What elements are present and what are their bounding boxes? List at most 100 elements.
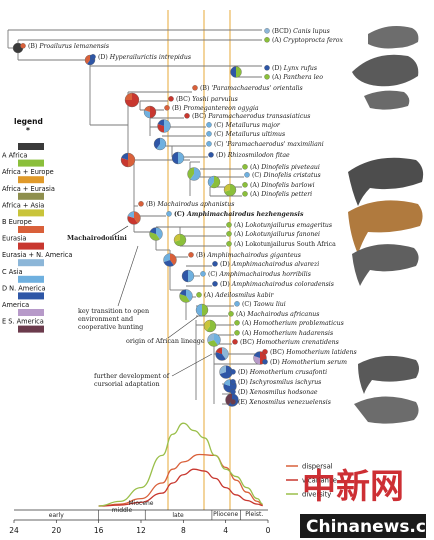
legend-title: legend bbox=[14, 117, 43, 126]
taxon-label-10: (C) Metailurus major bbox=[214, 122, 281, 129]
tip-circle-24 bbox=[212, 261, 218, 267]
paramachaerodus-skull-icon bbox=[364, 90, 410, 110]
chart-legend-label-vicariance: vicariance bbox=[302, 476, 337, 484]
taxon-label-23: (B) Amphimachairodus giganteus bbox=[196, 252, 301, 259]
taxon-label-7: (BC) Yoshi parvulus bbox=[176, 96, 238, 103]
node-pie-13 bbox=[149, 227, 163, 241]
legend-label-6: Eurasia bbox=[2, 235, 26, 243]
homotherium-skull-2-icon bbox=[358, 355, 419, 394]
tip-circle-1 bbox=[264, 37, 270, 43]
node-pie-3 bbox=[124, 92, 140, 108]
node-pie-20 bbox=[207, 333, 221, 347]
taxon-label-25: (C) Amphimachairodus horribilis bbox=[208, 271, 311, 278]
homotherium-skull-1-icon bbox=[352, 244, 419, 286]
tip-circle-21 bbox=[226, 231, 232, 237]
epoch-label-3: late bbox=[172, 512, 184, 519]
legend-label-2: Africa + Europe bbox=[2, 168, 54, 176]
tip-circle-26 bbox=[212, 281, 218, 287]
annotation-african-lineage: origin of African lineage bbox=[126, 337, 205, 345]
tip-circle-0 bbox=[264, 28, 270, 34]
node-pie-4 bbox=[143, 105, 157, 119]
taxon-labels: (BCD) Canis lupus (A) Cryptoprocta ferox (… bbox=[28, 28, 357, 406]
legend-label-3: Africa + Eurasia bbox=[2, 185, 55, 193]
legend-label-9: D N. America bbox=[2, 284, 46, 292]
tip-circle-5 bbox=[264, 74, 270, 80]
legend-label-11: E S. America bbox=[2, 318, 44, 326]
node-pie-19 bbox=[203, 319, 217, 333]
legend-label-10: America bbox=[2, 301, 29, 309]
taxon-label-34: (D) Homotherium serum bbox=[270, 359, 347, 366]
watermark-bar bbox=[300, 514, 426, 538]
taxon-label-5: (A) Panthera leo bbox=[272, 74, 323, 81]
canis-skull-icon bbox=[368, 26, 419, 49]
amphimachairodus-skull-icon bbox=[348, 200, 423, 254]
taxon-label-38: (E) Xenosmilus venezuelensis bbox=[238, 399, 331, 406]
chart-legend: dispersal vicariance diversity bbox=[286, 462, 337, 498]
legend-swatch-2 bbox=[18, 176, 44, 184]
tip-circle-33 bbox=[262, 349, 268, 355]
tip-circle-6 bbox=[192, 85, 198, 91]
legend-swatch-11 bbox=[18, 325, 44, 333]
watermark-chinese: 中新网 bbox=[302, 467, 404, 507]
tip-circle-38 bbox=[230, 399, 236, 405]
node-pie-10 bbox=[223, 183, 237, 197]
xenosmilus-skull-icon bbox=[354, 396, 419, 424]
taxon-label-6: (B) 'Paramachaerodus' orientalis bbox=[200, 85, 303, 92]
taxon-label-13: (D) Rhizosmilodon fitae bbox=[216, 152, 290, 159]
tip-circle-13 bbox=[208, 152, 214, 158]
tip-circle-32 bbox=[232, 339, 238, 345]
x-tick-label-2: 16 bbox=[94, 526, 104, 535]
taxon-label-19: (C) Amphimachairodus hezhengensis bbox=[174, 211, 304, 218]
x-tick-label-4: 8 bbox=[181, 526, 186, 535]
node-pie-17 bbox=[179, 289, 193, 303]
tip-circle-25 bbox=[200, 271, 206, 277]
annotation-open-environment-line1: key transition to open bbox=[78, 307, 149, 315]
watermark: 中新网 Chinanews.com bbox=[300, 467, 434, 538]
series-line-diversity bbox=[98, 422, 263, 507]
panthera-skull-icon bbox=[352, 54, 419, 87]
legend-label-1: A Africa bbox=[2, 152, 27, 160]
x-tick-label-6: 0 bbox=[266, 526, 271, 535]
dinofelis-skull-icon bbox=[348, 157, 424, 206]
taxon-label-1: (A) Cryptoprocta ferox bbox=[272, 37, 344, 44]
tip-circle-18 bbox=[138, 201, 144, 207]
x-tick-label-3: 12 bbox=[136, 526, 146, 535]
node-pies bbox=[12, 42, 267, 407]
tip-circle-30 bbox=[234, 320, 240, 326]
diversification-chart: dispersal vicariance diversity early Miocen… bbox=[9, 422, 337, 535]
epoch-label-0: early bbox=[49, 512, 65, 519]
taxon-label-35: (D) Homotherium crusafonti bbox=[238, 369, 327, 376]
epoch-label-1: Miocene bbox=[129, 500, 154, 507]
taxon-label-3: (D) Hyperailurictis intrepidus bbox=[98, 54, 191, 61]
tip-circle-17 bbox=[242, 191, 248, 197]
legend-label-5: B Europe bbox=[2, 218, 32, 226]
chart-legend-label-diversity: diversity bbox=[302, 490, 331, 498]
annotations: Machairodontini key transition to open e… bbox=[67, 225, 213, 388]
taxon-label-12: (C) 'Paramachaerodus' maximiliani bbox=[214, 141, 324, 148]
legend-label-4: Africa + Asia bbox=[2, 201, 44, 209]
tip-circle-36 bbox=[230, 379, 236, 385]
tip-circle-2 bbox=[20, 43, 26, 49]
tip-circle-16 bbox=[242, 182, 248, 188]
taxon-label-4: (D) Lynx rufus bbox=[272, 65, 317, 72]
tip-circle-3 bbox=[90, 54, 96, 60]
legend-label-7: Eurasia + N. America bbox=[2, 251, 72, 259]
taxon-label-26: (D) Amphimachairodus coloradensis bbox=[220, 281, 334, 288]
taxon-label-14: (A) Dinofelis piveteaui bbox=[250, 164, 320, 171]
node-pie-21 bbox=[215, 347, 229, 361]
annotation-open-environment-line3: cooperative hunting bbox=[78, 323, 143, 331]
tip-circle-7 bbox=[168, 96, 174, 102]
taxon-label-17: (A) Dinofelis petteri bbox=[250, 191, 312, 198]
tip-circle-27 bbox=[196, 292, 202, 298]
clade-label: Machairodontini bbox=[67, 234, 127, 242]
legend: legend * A Africa Africa + Europe Africa +… bbox=[2, 117, 72, 333]
tip-circle-22 bbox=[226, 241, 232, 247]
legend-swatch-8 bbox=[18, 275, 44, 283]
taxon-label-16: (A) Dinofelis barlowi bbox=[250, 182, 315, 189]
node-pie-15 bbox=[163, 253, 177, 267]
legend-label-8: C Asia bbox=[2, 268, 23, 276]
legend-swatch-0 bbox=[18, 143, 44, 150]
watermark-english: Chinanews.com bbox=[306, 517, 434, 537]
tip-circle-11 bbox=[206, 131, 212, 137]
x-tick-label-1: 20 bbox=[52, 526, 62, 535]
